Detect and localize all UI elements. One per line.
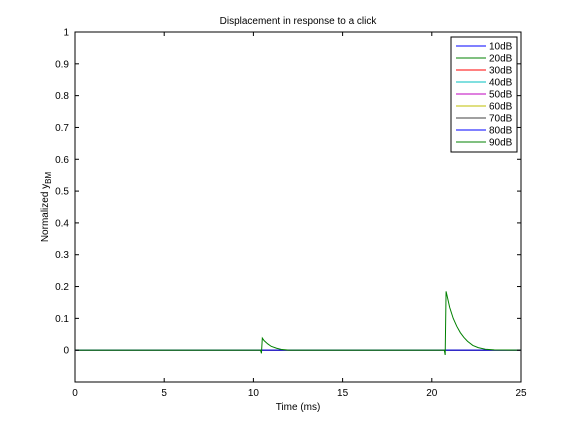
y-tick-label: 1 bbox=[63, 28, 69, 39]
plot-area bbox=[74, 31, 522, 383]
y-axis-label-main: Normalized y bbox=[40, 184, 51, 242]
legend-label: 60dB bbox=[489, 102, 513, 113]
y-tick-label: 0.9 bbox=[55, 59, 69, 70]
y-tick-label: 0.6 bbox=[55, 155, 69, 166]
y-tick-label: 0.5 bbox=[55, 187, 69, 198]
y-tick-label: 0.4 bbox=[55, 218, 69, 229]
y-tick-label: 0.8 bbox=[55, 91, 69, 102]
y-tick-label: 0 bbox=[63, 346, 69, 357]
y-tick-label: 0.1 bbox=[55, 314, 69, 325]
y-axis-label: Normalized yBM bbox=[40, 171, 53, 242]
x-ticks: 0 5 10 15 20 25 bbox=[72, 32, 527, 399]
y-axis-label-subscript: BM bbox=[44, 171, 53, 183]
x-tick-label: 20 bbox=[426, 388, 438, 399]
y-ticks: 0 0.1 0.2 0.3 0.4 0.5 0.6 0.7 0.8 0.9 1 bbox=[55, 28, 521, 357]
x-tick-label: 5 bbox=[161, 388, 167, 399]
legend-label: 40dB bbox=[489, 78, 513, 89]
y-tick-label: 0.3 bbox=[55, 250, 69, 261]
legend-label: 90dB bbox=[489, 138, 513, 149]
x-tick-label: 15 bbox=[337, 388, 349, 399]
x-tick-label: 0 bbox=[72, 388, 78, 399]
y-tick-label: 0.7 bbox=[55, 123, 69, 134]
x-tick-label: 25 bbox=[515, 388, 527, 399]
legend-label: 80dB bbox=[489, 126, 513, 137]
chart-title: Displacement in response to a click bbox=[220, 16, 378, 27]
x-tick-label: 10 bbox=[248, 388, 260, 399]
legend-label: 50dB bbox=[489, 90, 513, 101]
x-axis-label: Time (ms) bbox=[276, 402, 321, 413]
series-layer bbox=[75, 291, 522, 356]
legend-label: 70dB bbox=[489, 114, 513, 125]
legend-label: 20dB bbox=[489, 54, 513, 65]
legend-label: 30dB bbox=[489, 66, 513, 77]
series-line-90dB bbox=[75, 291, 522, 356]
legend-label: 10dB bbox=[489, 42, 513, 53]
y-tick-label: 0.2 bbox=[55, 282, 69, 293]
